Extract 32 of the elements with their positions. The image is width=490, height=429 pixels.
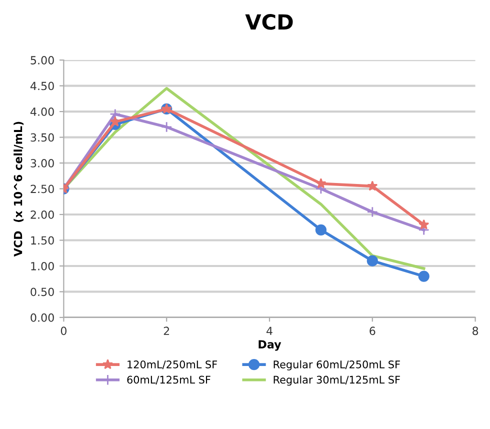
y-tick-label: 1.50 [31,236,54,245]
point [418,219,430,230]
y-axis-title: VCD (x 10^6 cell/mL) [14,122,24,257]
x-tick-label: 8 [472,326,478,336]
y-tick-label: 2.50 [30,184,54,194]
y-tick-label: 4.00 [30,108,54,116]
y-tick-label: 0.50 [30,288,54,296]
point [366,206,378,218]
x-tick-label: 2 [164,326,170,335]
y-tick-label: 3.00 [30,158,54,168]
x-axis-title: Day [258,340,282,351]
point [315,224,327,236]
x-tick-label: 4 [266,326,272,335]
y-tick-label: 1.00 [31,262,54,270]
legend-label: 60mL/125mL SF [127,376,210,384]
x-tick-label: 0 [60,326,66,336]
point [367,180,378,191]
y-tick-label: 3.50 [30,133,54,142]
legend-label: Regular 30mL/125mL SF [274,376,400,386]
point [366,255,378,266]
y-tick-label: 4.50 [30,82,54,90]
y-tick-label: 5.00 [30,56,54,64]
x-tick-label: 6 [370,326,376,336]
point [161,121,172,133]
y-tick-label: 2.00 [30,210,54,219]
legend-label: 120mL/250mL SF [128,360,217,370]
y-tick-label: 0.00 [30,313,54,322]
point [110,116,120,126]
point [418,270,430,282]
chart-title: VCD [245,14,293,30]
legend-label: Regular 60mL/250mL SF [274,360,400,370]
point [316,178,326,188]
